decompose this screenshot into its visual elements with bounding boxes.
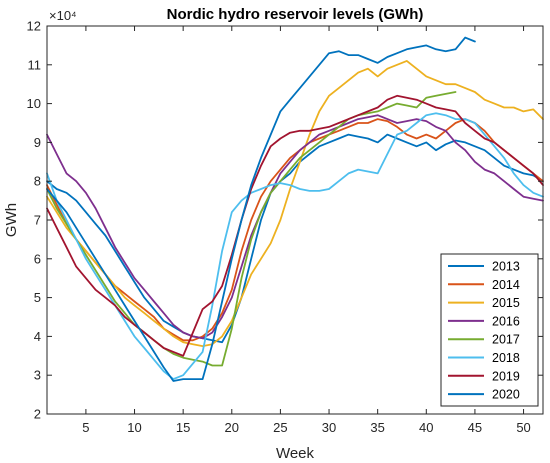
y-tick-label: 10 <box>27 96 41 111</box>
legend-label-2020: 2020 <box>492 388 520 402</box>
y-axis-exponent-label: ×10⁴ <box>49 8 77 23</box>
x-axis-title: Week <box>276 445 315 462</box>
x-tick-label: 35 <box>370 420 384 435</box>
legend: 2013 2014 2015 2016 2017 2018 2019 2020 <box>440 253 539 407</box>
legend-label-2015: 2015 <box>492 296 520 310</box>
y-tick-label: 2 <box>34 407 41 422</box>
y-tick-label: 11 <box>28 57 42 72</box>
legend-label-2018: 2018 <box>492 351 520 365</box>
x-tick-label: 15 <box>176 420 190 435</box>
legend-label-2013: 2013 <box>492 260 520 274</box>
x-tick-label: 40 <box>419 420 433 435</box>
legend-box <box>440 253 539 407</box>
series-line-2018 <box>46 112 544 381</box>
x-tick-label: 50 <box>516 420 530 435</box>
series-line-2013 <box>46 133 544 344</box>
x-tick-label: 30 <box>322 420 336 435</box>
x-tick-label: 5 <box>82 420 89 435</box>
y-tick-label: 3 <box>34 368 41 383</box>
x-tick-label: 20 <box>225 420 239 435</box>
legend-label-2014: 2014 <box>492 278 520 292</box>
series-group <box>46 36 544 382</box>
series-line-2015 <box>46 60 544 348</box>
series-line-2019 <box>46 94 544 357</box>
y-tick-label: 4 <box>34 329 41 344</box>
x-tick-label: 25 <box>273 420 287 435</box>
y-tick-label: 5 <box>34 290 41 305</box>
series-line-2017 <box>46 91 457 367</box>
chart-title: Nordic hydro reservoir levels (GWh) <box>167 6 424 23</box>
legend-label-2019: 2019 <box>492 369 520 383</box>
y-tick-label: 7 <box>34 213 41 228</box>
y-tick-label: 9 <box>34 135 41 150</box>
series-line-2014 <box>46 118 544 342</box>
y-tick-label: 8 <box>34 174 41 189</box>
x-tick-label: 45 <box>468 420 482 435</box>
y-tick-label: 6 <box>34 251 41 266</box>
series-line-2016 <box>46 114 544 340</box>
legend-label-2017: 2017 <box>492 333 520 347</box>
y-tick-label: 12 <box>27 19 41 34</box>
legend-label-2016: 2016 <box>492 314 520 328</box>
x-tick-label: 10 <box>127 420 141 435</box>
series-line-2020 <box>46 36 476 382</box>
y-axis-title: GWh <box>3 203 20 237</box>
